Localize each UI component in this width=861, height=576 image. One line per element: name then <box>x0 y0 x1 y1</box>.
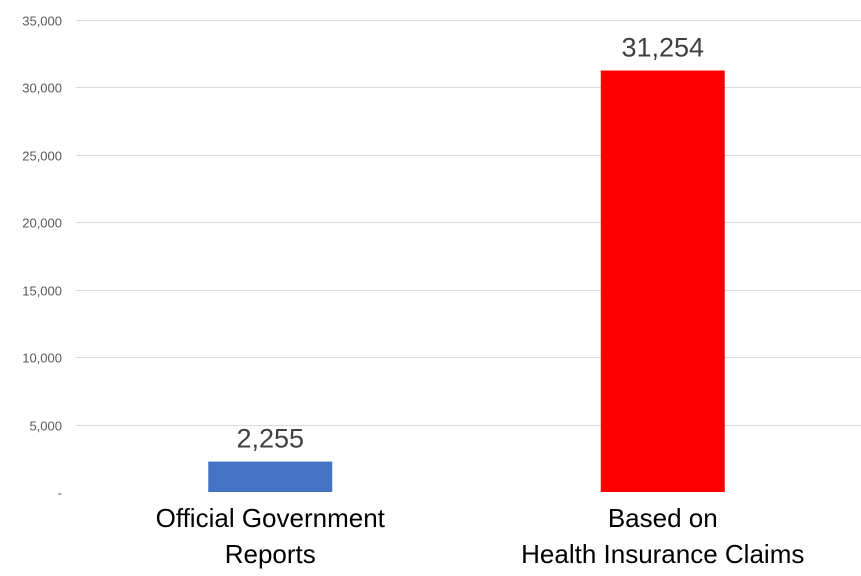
bar <box>600 70 725 492</box>
y-tick-label: - <box>58 486 62 501</box>
y-tick-label: 5,000 <box>29 419 62 434</box>
y-tick-label: 20,000 <box>22 216 62 231</box>
gridlines <box>76 20 861 426</box>
y-tick-label: 25,000 <box>22 149 62 164</box>
data-labels: 2,255 31,254 <box>236 33 704 454</box>
y-tick-label: 35,000 <box>22 14 62 29</box>
y-tick-label: 10,000 <box>22 351 62 366</box>
y-tick-label: 15,000 <box>22 284 62 299</box>
y-axis-tick-labels: - 5,000 10,000 15,000 20,000 25,000 30,000 35,0… <box>22 14 62 501</box>
category-label: Health Insurance Claims <box>521 539 804 569</box>
bars <box>208 70 725 492</box>
data-label: 31,254 <box>621 33 704 63</box>
y-tick-label: 30,000 <box>22 81 62 96</box>
bar <box>208 461 333 492</box>
category-label: Reports <box>225 539 316 569</box>
data-label: 2,255 <box>236 424 304 454</box>
category-label: Based on <box>608 503 718 533</box>
category-label: Official Government <box>156 503 386 533</box>
category-labels: Official Government Reports Based on Health… <box>156 503 805 569</box>
